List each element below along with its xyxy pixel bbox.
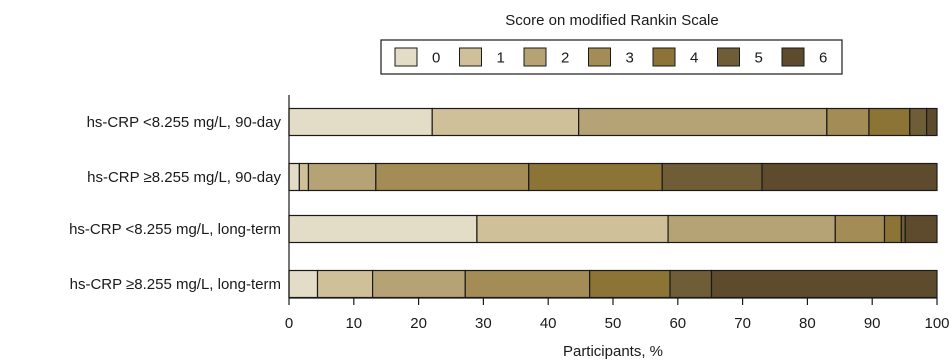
bar-segment-row1-score-6 bbox=[926, 107, 938, 137]
bar-segment-row4-score-6 bbox=[710, 269, 938, 299]
legend-swatch-4 bbox=[652, 47, 676, 67]
legend-label-2: 2 bbox=[561, 50, 569, 67]
x-tick-label-30: 30 bbox=[475, 315, 492, 332]
x-tick-label-70: 70 bbox=[734, 315, 751, 332]
bar-segment-row4-score-1 bbox=[316, 269, 374, 299]
bar-segment-row1-score-1 bbox=[431, 107, 580, 137]
legend-swatch-0 bbox=[394, 47, 418, 67]
legend-label-4: 4 bbox=[690, 50, 698, 67]
bar-segment-row3-score-3 bbox=[834, 214, 886, 244]
bar-segment-row2-score-5 bbox=[661, 162, 763, 192]
bar-segment-row2-score-2 bbox=[307, 162, 377, 192]
bar-segment-row4-score-2 bbox=[371, 269, 466, 299]
category-label-4: hs-CRP ≥8.255 mg/L, long-term bbox=[70, 276, 281, 293]
bar-segment-row3-score-1 bbox=[476, 214, 669, 244]
bar-segment-row3-score-4 bbox=[883, 214, 902, 244]
category-label-2: hs-CRP ≥8.255 mg/L, 90-day bbox=[87, 169, 281, 186]
category-labels: hs-CRP <8.255 mg/L, 90-day hs-CRP ≥8.255 … bbox=[69, 114, 281, 293]
bar-segment-row2-score-6 bbox=[761, 162, 938, 192]
legend-label-0: 0 bbox=[432, 50, 440, 67]
legend-swatch-3 bbox=[588, 47, 611, 67]
bar-segment-row4-score-4 bbox=[589, 269, 671, 299]
legend-swatch-2 bbox=[523, 47, 547, 67]
x-tick-label-80: 80 bbox=[799, 315, 816, 332]
bar-segment-row1-score-3 bbox=[826, 107, 870, 137]
bar-segment-row1-score-0 bbox=[288, 107, 433, 137]
category-label-3: hs-CRP <8.255 mg/L, long-term bbox=[69, 221, 281, 238]
bar-segment-row1-score-5 bbox=[909, 107, 928, 137]
x-tick-label-60: 60 bbox=[669, 315, 686, 332]
x-axis-ticks: 0 10 20 30 40 50 60 70 80 90 100 bbox=[285, 298, 950, 332]
legend-title: Score on modified Rankin Scale bbox=[505, 12, 718, 29]
bar-segment-row1-score-2 bbox=[578, 107, 828, 137]
bar-segment-row4-score-0 bbox=[288, 269, 319, 299]
bar-segment-row1-score-4 bbox=[868, 107, 911, 137]
x-tick-label-20: 20 bbox=[410, 315, 427, 332]
legend-label-6: 6 bbox=[819, 50, 827, 67]
x-tick-label-90: 90 bbox=[864, 315, 881, 332]
legend: 0 1 2 3 4 5 6 bbox=[394, 47, 827, 67]
category-label-1: hs-CRP <8.255 mg/L, 90-day bbox=[87, 114, 282, 131]
x-tick-label-0: 0 bbox=[285, 315, 293, 332]
x-tick-label-50: 50 bbox=[605, 315, 622, 332]
bars bbox=[288, 107, 938, 299]
legend-label-3: 3 bbox=[626, 50, 634, 67]
bar-segment-row2-score-4 bbox=[528, 162, 663, 192]
bar-segment-row3-score-2 bbox=[667, 214, 836, 244]
bar-segment-row3-score-6 bbox=[904, 214, 938, 244]
bar-segment-row3-score-0 bbox=[288, 214, 478, 244]
x-tick-label-100: 100 bbox=[924, 315, 949, 332]
legend-swatch-6 bbox=[781, 47, 805, 67]
legend-label-1: 1 bbox=[497, 50, 505, 67]
legend-swatch-1 bbox=[459, 47, 482, 67]
legend-frame bbox=[380, 39, 843, 75]
x-tick-label-10: 10 bbox=[345, 315, 362, 332]
x-tick-label-40: 40 bbox=[540, 315, 557, 332]
bar-segment-row4-score-3 bbox=[464, 269, 591, 299]
bar-segment-row2-score-1 bbox=[298, 162, 310, 192]
bar-segment-row4-score-5 bbox=[669, 269, 713, 299]
bar-segment-row2-score-3 bbox=[375, 162, 530, 192]
legend-label-5: 5 bbox=[755, 50, 763, 67]
bar-segment-row2-score-0 bbox=[288, 162, 300, 192]
x-axis-label: Participants, % bbox=[563, 343, 663, 360]
legend-swatch-5 bbox=[717, 47, 740, 67]
